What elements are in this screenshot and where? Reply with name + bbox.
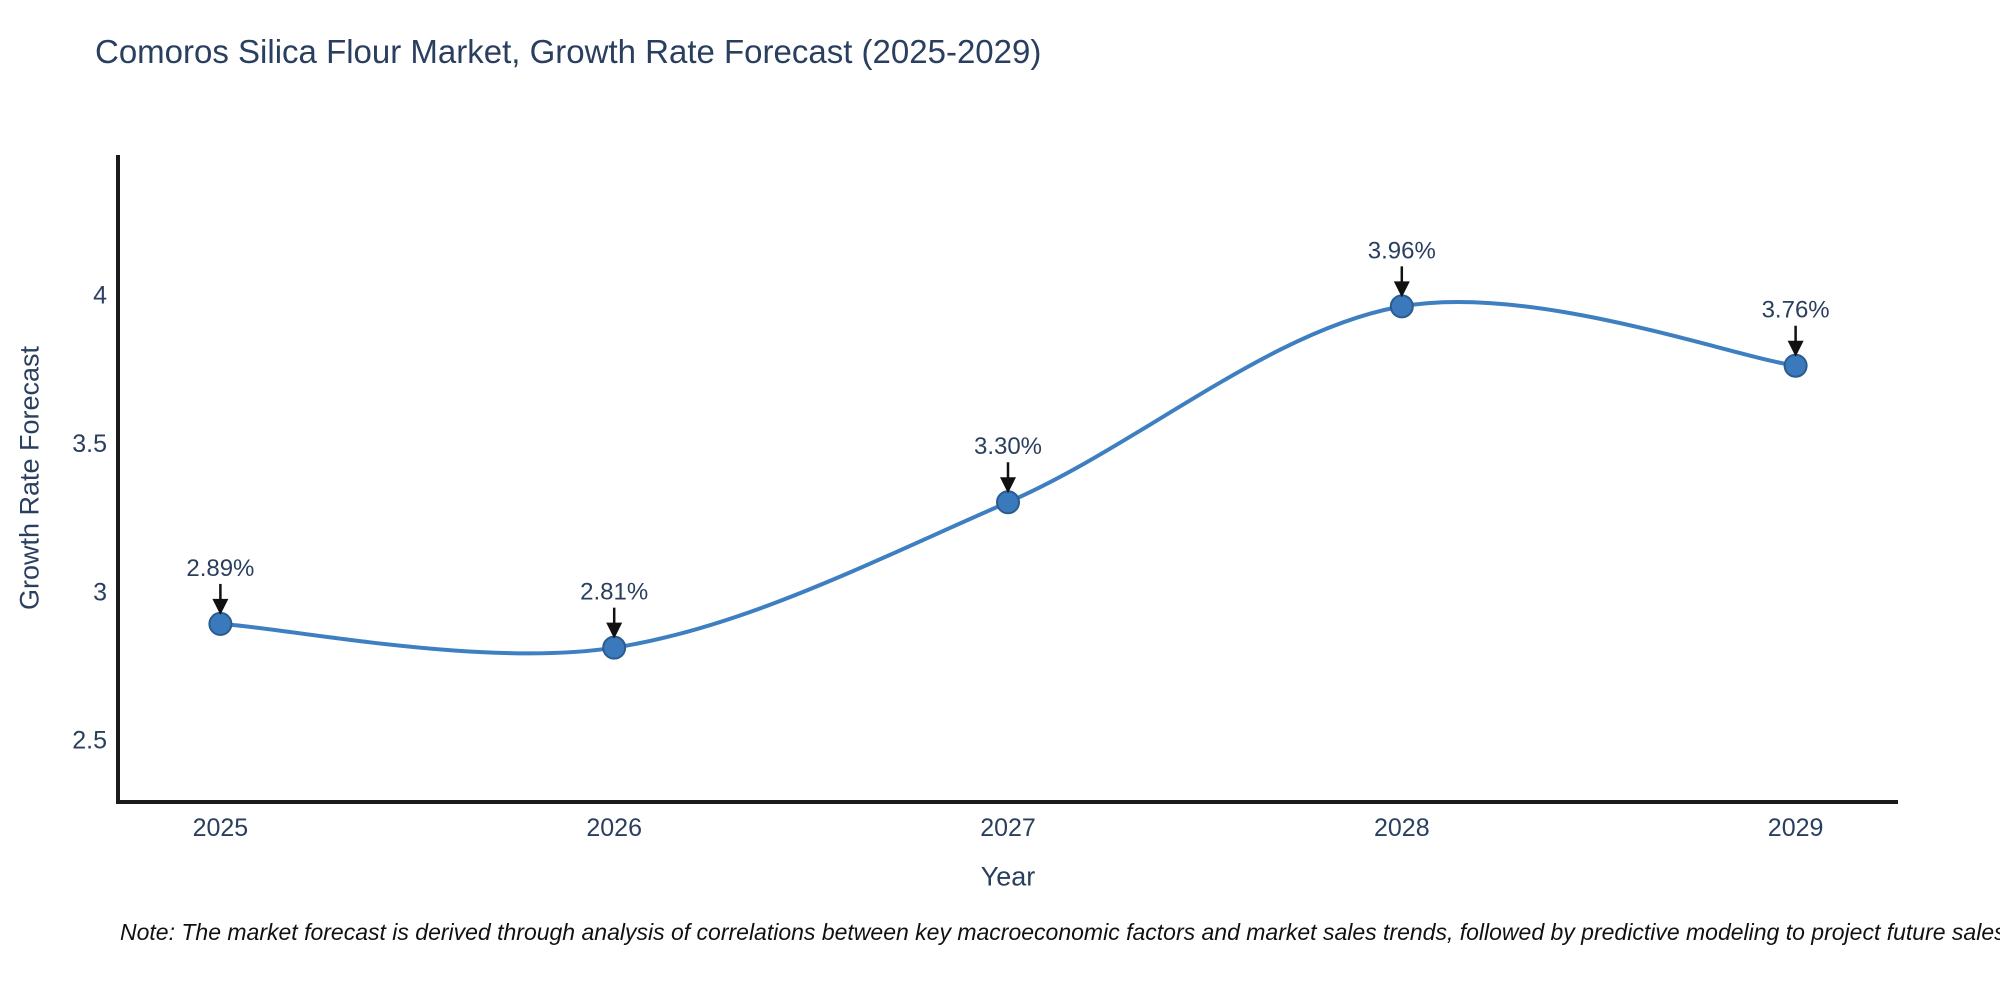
data-point-marker: [208, 611, 233, 636]
annotation-arrowhead: [606, 622, 623, 639]
y-axis-tick-label: 4: [93, 281, 107, 309]
x-axis-tick-label: 2026: [586, 814, 642, 842]
annotation-label: 2.89%: [186, 555, 254, 582]
annotation-arrowhead: [1000, 477, 1016, 494]
y-axis-tick-label: 2.5: [72, 727, 107, 755]
x-axis-tick-label: 2025: [193, 814, 249, 842]
data-point-marker: [602, 635, 627, 660]
x-axis-title: Year: [980, 861, 1036, 892]
data-point-marker: [1389, 294, 1414, 319]
annotation-label: 3.76%: [1762, 297, 1830, 324]
y-axis-tick-label: 3: [93, 578, 107, 606]
footnote-text: Note: The market forecast is derived thr…: [120, 919, 2000, 945]
annotation-arrowhead: [1787, 340, 1804, 357]
annotation-label: 3.96%: [1368, 237, 1436, 264]
chart-title: Comoros Silica Flour Market, Growth Rate…: [95, 33, 1042, 70]
x-axis-tick-label: 2028: [1374, 814, 1430, 842]
annotation-label: 2.81%: [580, 579, 648, 606]
data-point-marker: [996, 490, 1020, 515]
annotation-arrowhead: [212, 598, 229, 615]
axis-spines: [116, 155, 1898, 804]
annotation-label: 3.30%: [974, 433, 1042, 460]
x-axis-tick-label: 2029: [1768, 814, 1824, 842]
x-axis-tick-label: 2027: [980, 814, 1036, 842]
y-axis-title: Growth Rate Forecast: [14, 345, 45, 611]
annotation-arrowhead: [1393, 281, 1410, 298]
y-axis-tick-label: 3.5: [72, 430, 107, 458]
data-point-marker: [1783, 353, 1808, 378]
